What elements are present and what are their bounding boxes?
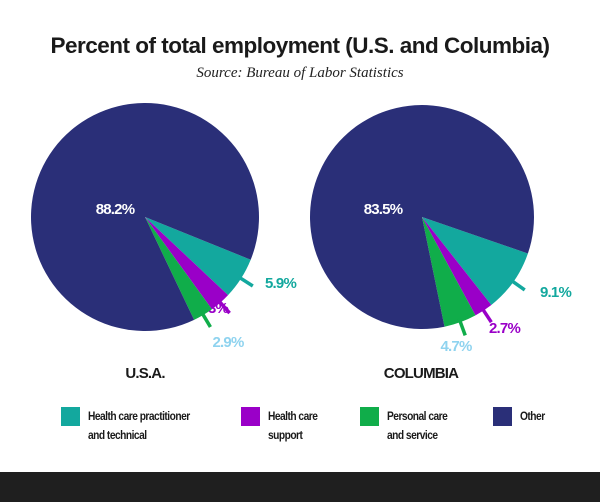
pie-slice-support	[422, 217, 492, 316]
data-label-other: 88.2%	[96, 201, 135, 218]
legend-swatch-practitioner	[61, 407, 80, 426]
leader-line-practitioner	[509, 278, 526, 292]
data-label-support: 2.7%	[489, 320, 520, 337]
data-label-support: 3%	[208, 300, 229, 317]
data-label-other: 83.5%	[364, 201, 403, 218]
leader-line-personal	[457, 317, 467, 336]
pie-slice-personal	[145, 217, 212, 320]
leader-line-personal	[199, 310, 212, 328]
legend-label-support: Health care support	[268, 409, 318, 442]
pie-slice-other	[30, 103, 259, 331]
legend-item-other: Other	[493, 407, 549, 426]
data-label-practitioner: 5.9%	[265, 275, 296, 292]
pie-slice-personal	[422, 217, 476, 327]
pie-title-usa: U.S.A.	[125, 365, 165, 382]
leader-line-support	[479, 306, 493, 324]
legend-item-practitioner: Health care practitioner and technical	[61, 407, 208, 445]
pie-columbia: 9.1% 2.7% 4.7% 83.5% COLUMBIA	[310, 105, 572, 382]
pie-slice-other	[310, 105, 534, 330]
pie-slice-practitioner	[422, 217, 528, 305]
chart-title: Percent of total employment (U.S. and Co…	[50, 33, 550, 58]
footer-bar	[0, 472, 600, 502]
data-label-personal: 2.9%	[213, 334, 244, 351]
legend-item-personal: Personal care and service	[360, 407, 458, 445]
legend-swatch-other	[493, 407, 512, 426]
chart-subtitle: Source: Bureau of Labor Statistics	[196, 65, 404, 81]
leader-line-support	[216, 298, 231, 315]
pie-slice-support	[145, 217, 229, 310]
legend-item-support: Health care support	[241, 407, 326, 445]
legend-label-other: Other	[520, 409, 545, 423]
pie-title-columbia: COLUMBIA	[384, 365, 459, 382]
legend-swatch-personal	[360, 407, 379, 426]
leader-line-practitioner	[236, 274, 254, 288]
data-label-personal: 4.7%	[441, 338, 472, 355]
pie-slice-practitioner	[145, 217, 251, 296]
legend-label-practitioner: Health care practitioner and technical	[88, 409, 190, 442]
data-label-practitioner: 9.1%	[540, 284, 571, 301]
pie-usa: 5.9% 3% 2.9% 88.2% U.S.A.	[30, 103, 297, 382]
legend-label-personal: Personal care and service	[387, 409, 448, 442]
legend: Health care practitioner and technical H…	[0, 407, 600, 447]
legend-swatch-support	[241, 407, 260, 426]
